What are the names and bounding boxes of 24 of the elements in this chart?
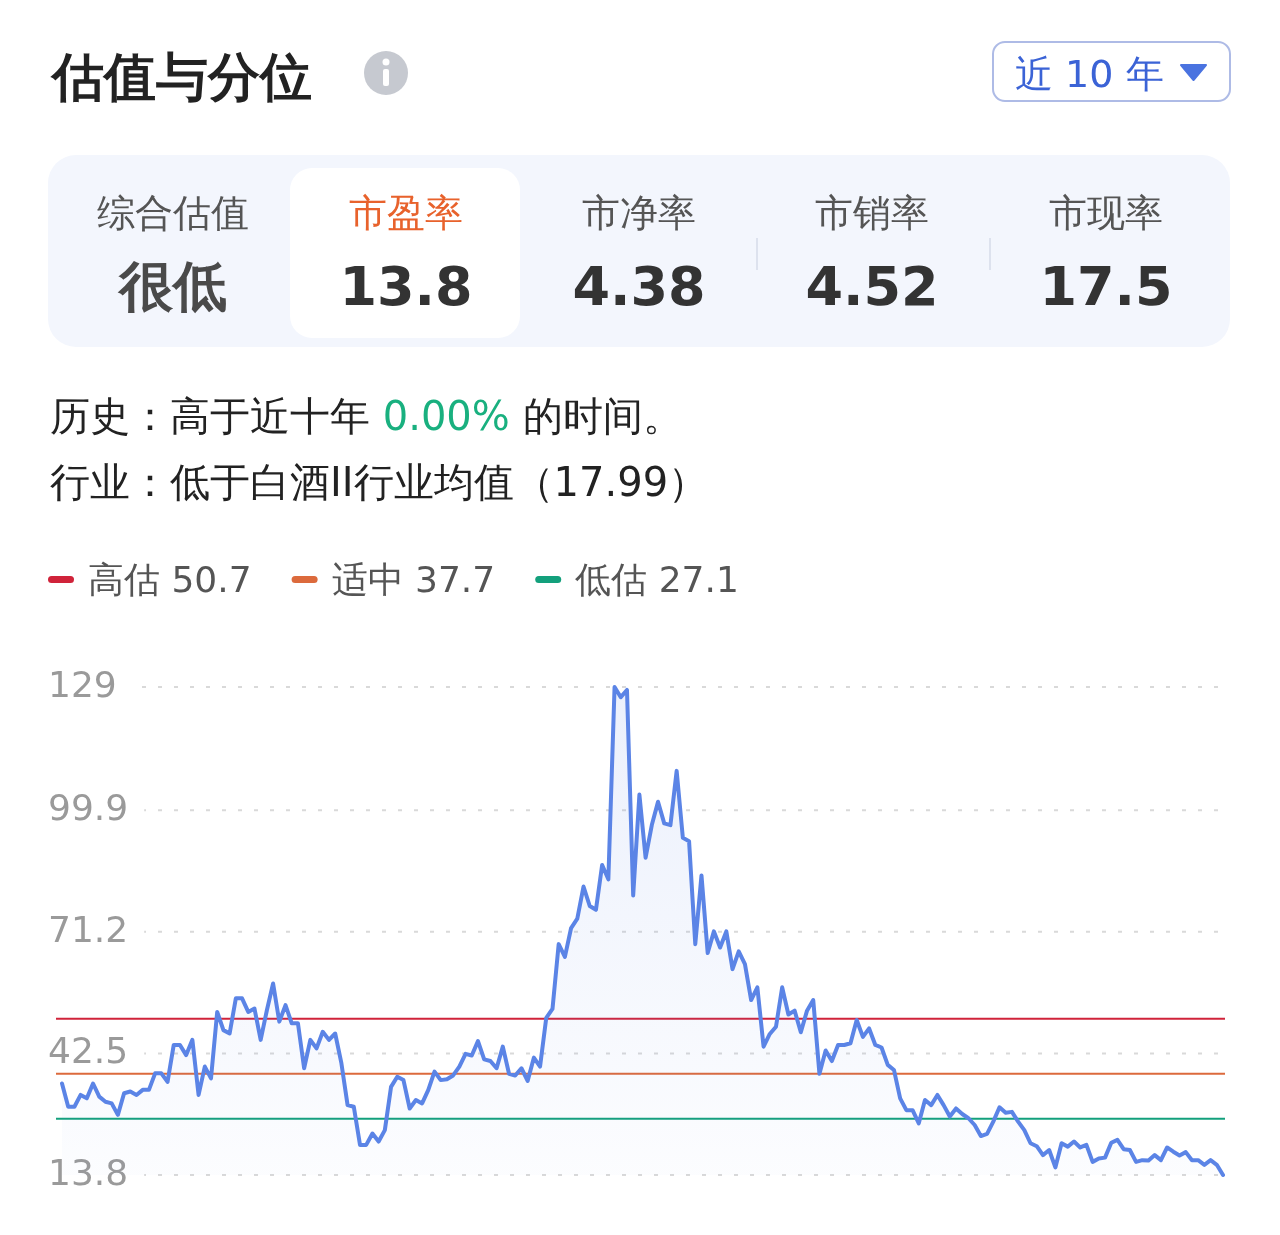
y-tick-label: 42.5 — [48, 1030, 129, 1072]
text: 综合估值 — [97, 191, 249, 235]
y-tick-label: 71.2 — [48, 908, 129, 950]
y-tick-label: 129 — [48, 664, 117, 705]
text: 行业：低于白酒II行业均值（17.99） — [50, 459, 709, 505]
text: 4.38 — [572, 255, 706, 318]
text: 很低 — [117, 255, 227, 318]
text: 近 10 年 — [1015, 52, 1164, 96]
text: 市净率 — [582, 191, 696, 235]
text: 的时间。 — [509, 393, 683, 439]
y-tick-label: 13.8 — [48, 1152, 129, 1193]
legend-label: 低估 27.1 — [575, 559, 739, 600]
legend-label: 适中 37.7 — [331, 559, 496, 600]
text: 市销率 — [815, 191, 929, 235]
text: 0.00% — [382, 393, 510, 439]
text: 市现率 — [1049, 191, 1163, 235]
legend-label: 高估 50.7 — [88, 559, 252, 600]
text: 4.52 — [805, 255, 939, 318]
y-tick-label: 99.9 — [48, 787, 129, 829]
text: 13.8 — [339, 255, 473, 318]
text: 历史：高于近十年 — [50, 393, 383, 439]
text: 市盈率 — [349, 191, 463, 235]
text: 估值与分位 — [50, 47, 312, 107]
text: 17.5 — [1039, 255, 1173, 318]
